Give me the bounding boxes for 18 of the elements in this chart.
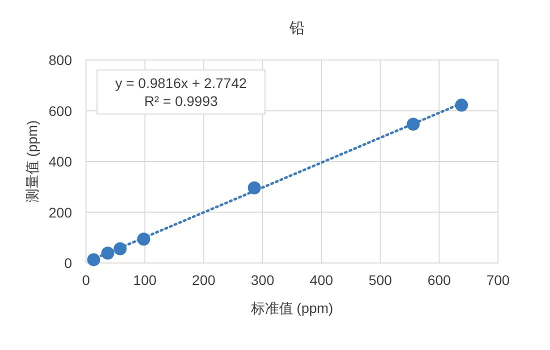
x-tick-label: 600 bbox=[427, 272, 452, 288]
chart-title: 铅 bbox=[288, 20, 304, 37]
x-tick-label: 400 bbox=[310, 272, 334, 288]
x-tick-label: 500 bbox=[368, 272, 392, 288]
y-axis-title: 测量值 (ppm) bbox=[24, 120, 40, 203]
y-tick-label: 600 bbox=[48, 102, 72, 119]
annotation: y = 0.9816x + 2.7742 bbox=[115, 75, 247, 91]
x-tick-label: 700 bbox=[486, 272, 510, 288]
y-tick-label: 400 bbox=[48, 154, 72, 170]
x-tick-label: 100 bbox=[133, 272, 157, 288]
x-tick-label: 200 bbox=[192, 272, 216, 288]
y-tick-label: 200 bbox=[48, 204, 72, 220]
x-tick-label: 300 bbox=[250, 272, 274, 288]
x-tick-label: 0 bbox=[82, 272, 90, 288]
annotation: R² = 0.9993 bbox=[144, 93, 218, 109]
y-tick-label: 0 bbox=[64, 255, 72, 271]
x-axis-title: 标准值 (ppm) bbox=[250, 300, 334, 316]
y-tick-label: 800 bbox=[48, 52, 72, 68]
